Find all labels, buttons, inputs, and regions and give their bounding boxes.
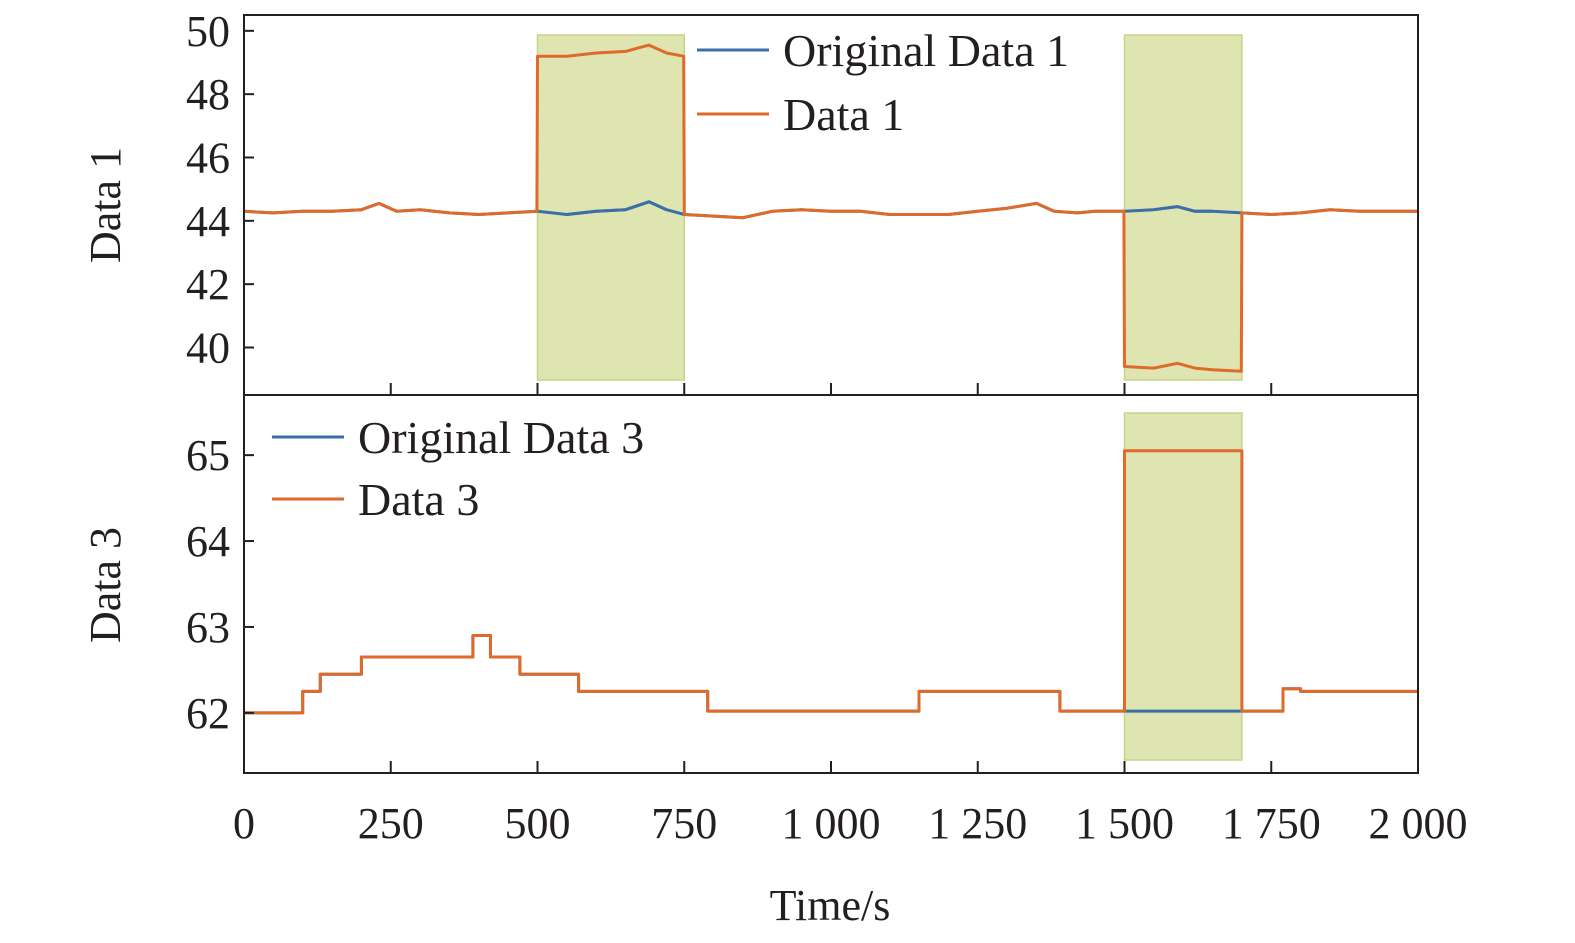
panel-data3: 65 64 63 62 Data 3 Original Data 3 Data 3 xyxy=(81,394,1419,774)
legend-label: Original Data 3 xyxy=(358,412,644,463)
x-tick-label: 750 xyxy=(651,799,717,848)
x-axis-title: Time/s xyxy=(770,881,891,930)
y-tick-label: 50 xyxy=(186,7,230,56)
legend-label: Data 1 xyxy=(783,89,904,140)
x-tick-label: 2 000 xyxy=(1369,799,1468,848)
x-tick-label: 500 xyxy=(505,799,571,848)
y-tick-label: 63 xyxy=(186,603,230,652)
panel-data1: 50 48 46 44 42 40 Data 1 Original Data 1 Data 1 xyxy=(81,7,1419,396)
series-line-original-segment xyxy=(1153,205,1213,213)
x-axis: 0 250 500 750 1 000 1 250 1 500 1 750 2 000 xyxy=(233,799,1468,848)
x-tick-label: 1 000 xyxy=(782,799,881,848)
x-tick-label: 1 500 xyxy=(1075,799,1174,848)
series-line-original-segment xyxy=(566,200,668,216)
y-tick-label: 46 xyxy=(186,134,230,183)
legend-label: Original Data 1 xyxy=(783,25,1069,76)
highlight-band xyxy=(1123,412,1243,761)
legend-label: Data 3 xyxy=(358,474,479,525)
y-tick-label: 62 xyxy=(186,689,230,738)
series-line-modified xyxy=(244,449,1418,715)
x-tick-label: 1 250 xyxy=(928,799,1027,848)
y-tick-label: 48 xyxy=(186,70,230,119)
x-tick-label: 0 xyxy=(233,799,255,848)
y-tick-label: 65 xyxy=(186,431,230,480)
x-tick-label: 1 750 xyxy=(1222,799,1321,848)
y-tick-label: 64 xyxy=(186,517,230,566)
y-axis-title: Data 1 xyxy=(81,147,130,263)
y-tick-label: 42 xyxy=(186,260,230,309)
series-line-modified xyxy=(243,43,1418,373)
y-tick-label: 40 xyxy=(186,324,230,373)
y-tick-label: 44 xyxy=(186,197,230,246)
x-tick-label: 250 xyxy=(358,799,424,848)
y-axis-title: Data 3 xyxy=(81,527,130,643)
